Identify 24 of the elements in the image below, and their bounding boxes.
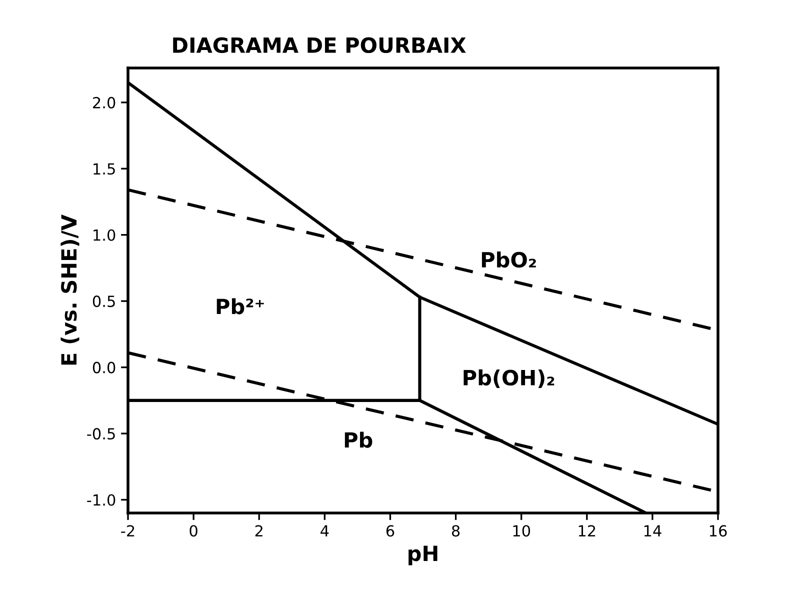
y-tick-label: 1.5 [94,163,115,175]
annotation: Pb²⁺ [216,298,264,314]
y-axis-title: E (vs. SHE)/V [60,214,80,365]
annotation: Pb [344,432,372,448]
y-tick-label: 0.0 [92,362,116,374]
chart-title: DIAGRAMA DE POURBAIX [173,37,466,54]
annotation: PbO₂ [482,251,536,268]
x-tick-label: 8 [452,525,460,537]
x-tick-label: 14 [644,525,662,536]
y-tick-label: 0.5 [92,296,115,308]
y-tick-label: 2.0 [93,96,116,108]
y-tick-label: -1.0 [87,494,116,506]
x-tick-label: 0 [190,525,198,537]
x-tick-label: 6 [386,525,394,537]
x-tick-label: 12 [578,525,596,536]
x-tick-label: 10 [513,525,530,537]
x-axis-title: pH [408,546,438,566]
y-tick-label: -0.5 [87,428,115,440]
y-tick-label: 1.0 [94,229,116,241]
annotation: Pb(OH)₂ [464,369,554,388]
x-tick-label: 16 [710,525,727,537]
x-tick-label: 2 [255,525,262,536]
x-tick-label: 4 [320,525,329,536]
x-tick-label: -2 [121,525,134,536]
